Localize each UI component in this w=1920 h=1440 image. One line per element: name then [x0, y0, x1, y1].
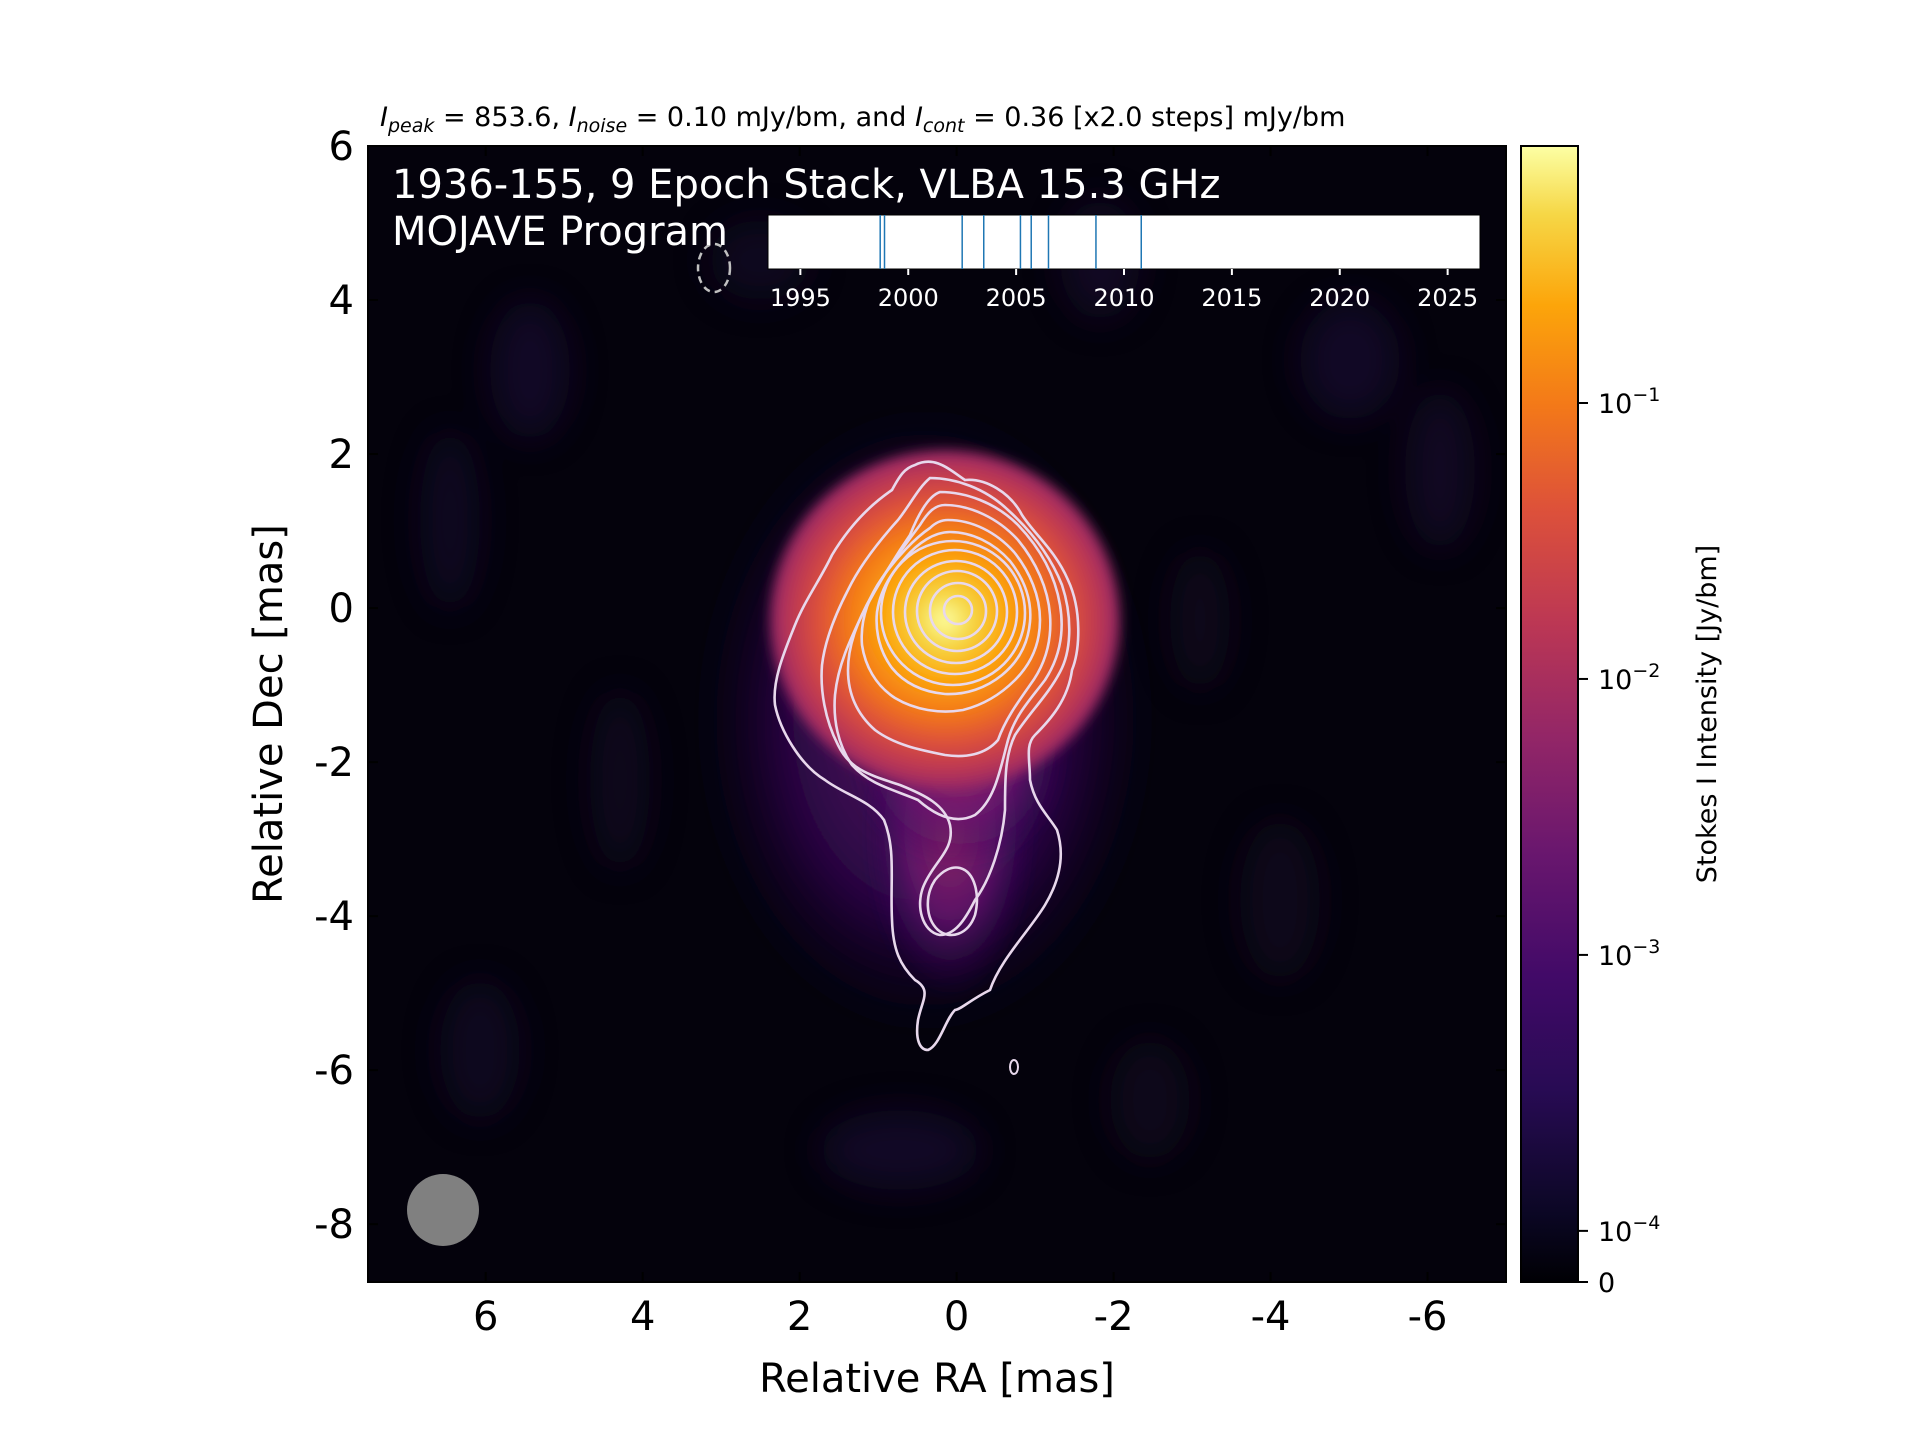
colorbar-tick-label: 10−1	[1598, 384, 1660, 420]
colorbar-label: Stokes I Intensity [Jy/bm]	[1692, 545, 1723, 883]
timeline-tick-label: 2005	[986, 284, 1047, 312]
beam-ellipse	[407, 1174, 479, 1246]
timeline-tick-label: 2010	[1093, 284, 1154, 312]
source-emission	[695, 400, 1155, 1040]
colorbar-gradient	[1520, 145, 1579, 1283]
beam-outline-dashed	[696, 242, 732, 294]
timeline-box	[767, 214, 1481, 270]
noise-texture	[420, 200, 1475, 1190]
y-tick-label: 4	[329, 278, 354, 324]
y-tick-label: -2	[314, 740, 354, 786]
timeline-tick-label: 2000	[878, 284, 939, 312]
epoch-timeline: 1995 2000 2005 2010 2015 2020 2025	[767, 214, 1481, 312]
y-tick-label: 0	[329, 586, 354, 632]
header-stats: Ipeak = 853.6, Inoise = 0.10 mJy/bm, and…	[380, 102, 1345, 137]
timeline-tick-label: 2025	[1417, 284, 1478, 312]
colorbar-tick-label: 10−4	[1598, 1212, 1660, 1248]
x-axis-ticks: 6 4 2 0 -2 -4 -6	[473, 146, 1447, 1340]
x-tick-label: -4	[1251, 1294, 1291, 1340]
image-frame	[367, 145, 1507, 1283]
y-axis-ticks: 6 4 2 0 -2 -4 -6 -8	[314, 124, 1506, 1248]
overlay-title-line1: 1936-155, 9 Epoch Stack, VLBA 15.3 GHz	[392, 162, 1221, 208]
x-axis-label: Relative RA [mas]	[759, 1356, 1115, 1402]
timeline-ticks: 1995 2000 2005 2010 2015 2020 2025	[770, 269, 1478, 312]
contour-isolated	[1009, 1059, 1019, 1075]
y-tick-label: -8	[314, 1202, 354, 1248]
colorbar: 0 10−4 10−3 10−2 10−1 Stokes I Intensity [Jy…	[1520, 145, 1723, 1299]
epoch-lines	[879, 215, 1143, 269]
timeline-tick-label: 2020	[1309, 284, 1370, 312]
contour-level-9	[903, 559, 1009, 665]
contour-level-2b	[926, 866, 979, 937]
timeline-tick-label: 1995	[770, 284, 831, 312]
x-tick-label: -6	[1408, 1294, 1448, 1340]
colorbar-tick-label: 10−2	[1598, 660, 1660, 696]
y-tick-label: 2	[329, 432, 354, 478]
colorbar-tick-label: 10−3	[1598, 936, 1660, 972]
contours	[773, 460, 1080, 1075]
x-tick-label: 2	[787, 1294, 812, 1340]
timeline-tick-label: 2015	[1201, 284, 1262, 312]
contour-level-11	[928, 581, 988, 641]
colorbar-ticks: 0 10−4 10−3 10−2 10−1	[1578, 384, 1660, 1299]
contour-level-1	[773, 460, 1080, 1052]
x-tick-label: 0	[944, 1294, 969, 1340]
x-tick-label: 6	[473, 1294, 498, 1340]
y-tick-label: 6	[329, 124, 354, 170]
x-tick-label: 4	[630, 1294, 655, 1340]
y-axis-label: Relative Dec [mas]	[246, 524, 292, 904]
contour-level-12	[942, 594, 974, 626]
colorbar-tick-label: 0	[1598, 1268, 1615, 1299]
contour-level-7	[879, 539, 1027, 687]
contour-level-2	[820, 476, 1071, 937]
contour-level-5	[860, 518, 1042, 713]
y-tick-label: -4	[314, 894, 354, 940]
overlay-title-line2: MOJAVE Program	[392, 209, 728, 255]
y-tick-label: -6	[314, 1048, 354, 1094]
x-tick-label: -2	[1094, 1294, 1134, 1340]
contour-level-10	[915, 569, 999, 653]
image-panel	[368, 146, 1506, 1282]
contour-level-8	[891, 548, 1019, 676]
